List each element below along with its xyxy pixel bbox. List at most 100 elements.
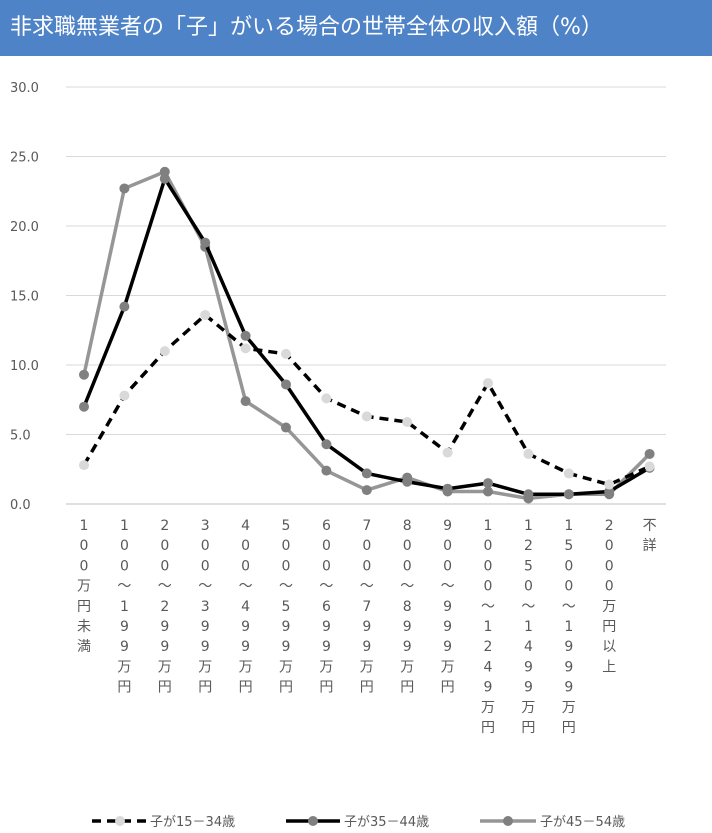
legend-swatch-marker bbox=[308, 816, 318, 826]
x-tick-char: 以 bbox=[602, 639, 616, 655]
x-tick-char: 0 bbox=[484, 579, 493, 595]
x-tick-char: 0 bbox=[484, 538, 493, 554]
legend-swatch-marker bbox=[115, 816, 125, 826]
x-tick-char: 7 bbox=[362, 518, 371, 534]
x-tick-char: 0 bbox=[362, 558, 371, 574]
data-point bbox=[321, 439, 332, 450]
x-tick-char: 7 bbox=[362, 599, 371, 615]
x-tick-label: 7 0 0 〜 7 9 9 万円 bbox=[360, 518, 374, 696]
x-tick-char: 万 bbox=[562, 700, 576, 716]
data-point bbox=[200, 237, 211, 248]
x-tick-char: 9 bbox=[160, 619, 169, 635]
y-tick-label: 10.0 bbox=[10, 359, 39, 374]
data-point bbox=[159, 346, 170, 357]
x-tick-char: 2 bbox=[484, 639, 493, 655]
x-tick-char: 万 bbox=[521, 700, 535, 716]
x-tick-char: 9 bbox=[403, 639, 412, 655]
data-point bbox=[644, 448, 655, 459]
x-tick-char: 9 bbox=[362, 619, 371, 635]
data-point bbox=[200, 309, 211, 320]
x-tick-char: 2 bbox=[524, 538, 533, 554]
x-tick-label: 1 5 0 0 〜 1 9 9 9 万円 bbox=[562, 518, 576, 736]
x-tick-char: 円 bbox=[481, 720, 495, 736]
x-tick-char: 9 bbox=[120, 619, 129, 635]
data-point bbox=[523, 448, 534, 459]
data-point bbox=[281, 422, 291, 433]
x-tick-char: 0 bbox=[201, 558, 210, 574]
x-tick-char: 1 bbox=[524, 518, 533, 534]
x-tick-char: 〜 bbox=[279, 579, 293, 595]
x-tick-char: 9 bbox=[403, 619, 412, 635]
x-tick-char: 6 bbox=[322, 518, 331, 534]
data-point bbox=[563, 468, 574, 479]
data-point bbox=[281, 348, 291, 359]
data-point bbox=[483, 378, 493, 389]
x-tick-char: 円 bbox=[158, 680, 172, 696]
x-tick-char: 円 bbox=[117, 680, 131, 696]
x-tick-label: 4 0 0 〜 4 9 9 万円 bbox=[239, 518, 253, 696]
x-tick-char: 9 bbox=[241, 639, 250, 655]
data-point bbox=[159, 173, 170, 184]
x-tick-char: 9 bbox=[241, 619, 250, 635]
data-point bbox=[79, 369, 89, 380]
x-tick-char: 円 bbox=[319, 680, 333, 696]
legend-label: 子が45－54歳 bbox=[540, 815, 625, 830]
x-tick-char: 0 bbox=[605, 558, 614, 574]
x-tick-char: 〜 bbox=[441, 579, 455, 595]
data-point bbox=[321, 465, 332, 476]
data-point bbox=[604, 479, 615, 490]
data-point bbox=[240, 343, 251, 354]
y-axis: 0.0 5.0 10.0 15.0 20.0 25.0 30.0 bbox=[10, 81, 39, 513]
x-tick-char: 5 bbox=[282, 518, 291, 534]
x-tick-char: 5 bbox=[564, 538, 573, 554]
x-tick-char: 0 bbox=[443, 558, 452, 574]
x-tick-char: 〜 bbox=[198, 579, 212, 595]
x-tick-char: 4 bbox=[241, 599, 250, 615]
x-tick-label: 2 0 0 〜 2 9 9 万円 bbox=[158, 518, 172, 696]
x-tick-char: 8 bbox=[403, 518, 412, 534]
data-point bbox=[523, 489, 534, 500]
x-tick-char: 円 bbox=[602, 619, 616, 635]
data-point bbox=[483, 478, 493, 489]
x-tick-char: 0 bbox=[564, 558, 573, 574]
data-point bbox=[604, 486, 615, 497]
x-tick-char: 〜 bbox=[319, 579, 333, 595]
chart-title: 非求職無業者の「子」がいる場合の世帯全体の収入額（%） bbox=[0, 0, 712, 56]
x-tick-char: 未 bbox=[77, 619, 91, 635]
x-tick-char: 9 bbox=[443, 518, 452, 534]
data-point bbox=[119, 390, 130, 401]
x-tick-char: 9 bbox=[322, 639, 331, 655]
x-tick-char: 詳 bbox=[643, 538, 657, 554]
data-point bbox=[442, 447, 453, 458]
x-tick-char: 9 bbox=[564, 680, 573, 696]
x-tick-char: 0 bbox=[564, 579, 573, 595]
x-tick-char: 万 bbox=[239, 659, 253, 675]
x-tick-label: 1 2 5 0 〜 1 4 9 9 万円 bbox=[521, 518, 535, 736]
x-tick-char: 9 bbox=[282, 619, 291, 635]
x-tick-char: 0 bbox=[241, 538, 250, 554]
x-tick-char: 0 bbox=[403, 558, 412, 574]
x-tick-char: 9 bbox=[282, 639, 291, 655]
x-tick-char: 1 bbox=[120, 518, 129, 534]
x-tick-char: 4 bbox=[241, 518, 250, 534]
x-tick-char: 0 bbox=[322, 538, 331, 554]
data-point bbox=[281, 379, 291, 390]
data-point bbox=[402, 476, 413, 487]
line-chart: 0.05.010.015.020.025.030.0 100万円未満100〜19… bbox=[10, 81, 666, 830]
data-point bbox=[321, 393, 332, 404]
x-tick-char: 万 bbox=[77, 579, 91, 595]
data-point bbox=[79, 460, 89, 471]
x-tick-char: 円 bbox=[562, 720, 576, 736]
x-tick-char: 0 bbox=[403, 538, 412, 554]
x-tick-char: 1 bbox=[524, 619, 533, 635]
x-tick-char: 〜 bbox=[562, 599, 576, 615]
x-tick-char: 円 bbox=[279, 680, 293, 696]
data-point bbox=[361, 411, 372, 422]
x-tick-char: 5 bbox=[524, 558, 533, 574]
x-tick-char: 円 bbox=[198, 680, 212, 696]
y-tick-label: 20.0 bbox=[10, 220, 39, 235]
x-tick-char: 0 bbox=[120, 558, 129, 574]
x-tick-char: 0 bbox=[484, 558, 493, 574]
x-tick-char: 万 bbox=[400, 659, 414, 675]
